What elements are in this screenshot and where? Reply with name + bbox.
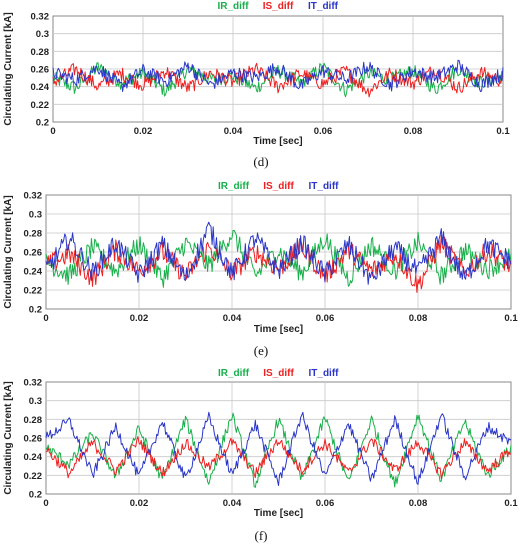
y-axis-label: Circulating Current [kA] bbox=[3, 12, 14, 125]
y-tick-label: 0.24 bbox=[24, 267, 43, 278]
chart-panel-f: 0.2 0.22 0.24 0.26 0.28 0.3 0.32 0 0.02 0.04 0.06 0… bbox=[3, 368, 518, 543]
x-axis-label: Time [sec] bbox=[253, 136, 302, 147]
y-tick-label: 0.32 bbox=[24, 378, 43, 389]
series-line-ir-diff bbox=[52, 62, 504, 98]
x-tick-label: 0.1 bbox=[496, 126, 510, 137]
series-line-is-diff bbox=[45, 436, 512, 479]
y-tick-label: 0.26 bbox=[24, 248, 43, 259]
x-tick-label: 0.08 bbox=[409, 313, 428, 324]
y-tick-label: 0.24 bbox=[31, 82, 50, 93]
y-tick-label: 0.22 bbox=[24, 286, 43, 297]
x-tick-label: 0.1 bbox=[504, 498, 518, 509]
legend-item-it-diff: IT_diff bbox=[309, 368, 340, 379]
legend-item-ir-diff: IR_diff bbox=[218, 368, 250, 379]
x-tick-label: 0.04 bbox=[224, 126, 243, 137]
chart-panel-d: 0.2 0.22 0.24 0.26 0.28 0.3 0.32 0 0.02 0.04 0.06 0… bbox=[3, 1, 510, 169]
series-line-it-diff bbox=[52, 59, 504, 93]
x-tick-label: 0 bbox=[43, 498, 48, 509]
y-tick-label: 0.28 bbox=[24, 229, 43, 240]
y-tick-label: 0.26 bbox=[24, 434, 43, 445]
x-tick-label: 0 bbox=[43, 313, 48, 324]
x-tick-label: 0.02 bbox=[130, 313, 149, 324]
y-tick-label: 0.3 bbox=[29, 210, 42, 221]
x-tick-label: 0.04 bbox=[223, 498, 242, 509]
y-axis-label: Circulating Current [kA] bbox=[3, 195, 14, 308]
legend-item-it-diff: IT_diff bbox=[308, 1, 339, 12]
x-axis-label: Time [sec] bbox=[254, 324, 303, 335]
legend-item-it-diff: IT_diff bbox=[309, 181, 340, 192]
legend-item-is-diff: IS_diff bbox=[263, 368, 294, 379]
series-line-it-diff bbox=[45, 411, 512, 487]
x-tick-label: 0 bbox=[50, 126, 55, 137]
y-tick-label: 0.2 bbox=[29, 305, 42, 316]
x-tick-label: 0.04 bbox=[223, 313, 242, 324]
x-tick-label: 0.08 bbox=[409, 498, 428, 509]
y-tick-label: 0.32 bbox=[24, 191, 43, 202]
panel-caption: (f) bbox=[255, 528, 268, 543]
y-tick-label: 0.22 bbox=[24, 471, 43, 482]
y-tick-label: 0.2 bbox=[36, 118, 49, 129]
x-tick-label: 0.1 bbox=[504, 313, 518, 324]
x-tick-label: 0.02 bbox=[130, 498, 149, 509]
y-tick-label: 0.26 bbox=[31, 65, 50, 76]
y-axis-label: Circulating Current [kA] bbox=[3, 381, 14, 494]
series-line-it-diff bbox=[45, 221, 512, 285]
x-tick-label: 0.06 bbox=[316, 313, 335, 324]
legend-item-is-diff: IS_diff bbox=[263, 181, 294, 192]
legend-item-ir-diff: IR_diff bbox=[218, 181, 250, 192]
y-tick-label: 0.2 bbox=[29, 490, 42, 501]
y-tick-label: 0.3 bbox=[29, 396, 42, 407]
x-tick-label: 0.06 bbox=[314, 126, 333, 137]
legend-item-is-diff: IS_diff bbox=[263, 1, 294, 12]
x-axis-label: Time [sec] bbox=[254, 508, 303, 519]
chart-panel-e: 0.2 0.22 0.24 0.26 0.28 0.3 0.32 0 0.02 0.04 0.06 0… bbox=[3, 181, 518, 358]
y-tick-label: 0.32 bbox=[31, 12, 50, 23]
panel-caption: (d) bbox=[253, 154, 268, 169]
y-tick-label: 0.28 bbox=[31, 47, 50, 58]
series-line-ir-diff bbox=[45, 412, 512, 488]
x-tick-label: 0.08 bbox=[404, 126, 423, 137]
y-tick-label: 0.22 bbox=[31, 100, 50, 111]
y-tick-label: 0.3 bbox=[36, 29, 49, 40]
y-tick-label: 0.28 bbox=[24, 415, 43, 426]
x-tick-label: 0.02 bbox=[134, 126, 153, 137]
x-tick-label: 0.06 bbox=[316, 498, 335, 509]
legend-item-ir-diff: IR_diff bbox=[217, 1, 249, 12]
y-tick-label: 0.24 bbox=[24, 452, 43, 463]
panel-caption: (e) bbox=[254, 343, 268, 358]
